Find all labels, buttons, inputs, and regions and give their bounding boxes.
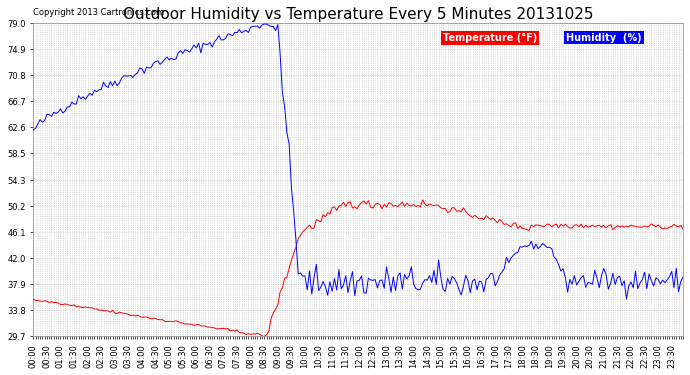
Title: Outdoor Humidity vs Temperature Every 5 Minutes 20131025: Outdoor Humidity vs Temperature Every 5 … bbox=[123, 7, 593, 22]
Text: Humidity  (%): Humidity (%) bbox=[566, 33, 642, 42]
Text: Temperature (°F): Temperature (°F) bbox=[443, 33, 537, 43]
Text: Copyright 2013 Cartronics.com: Copyright 2013 Cartronics.com bbox=[33, 8, 164, 17]
